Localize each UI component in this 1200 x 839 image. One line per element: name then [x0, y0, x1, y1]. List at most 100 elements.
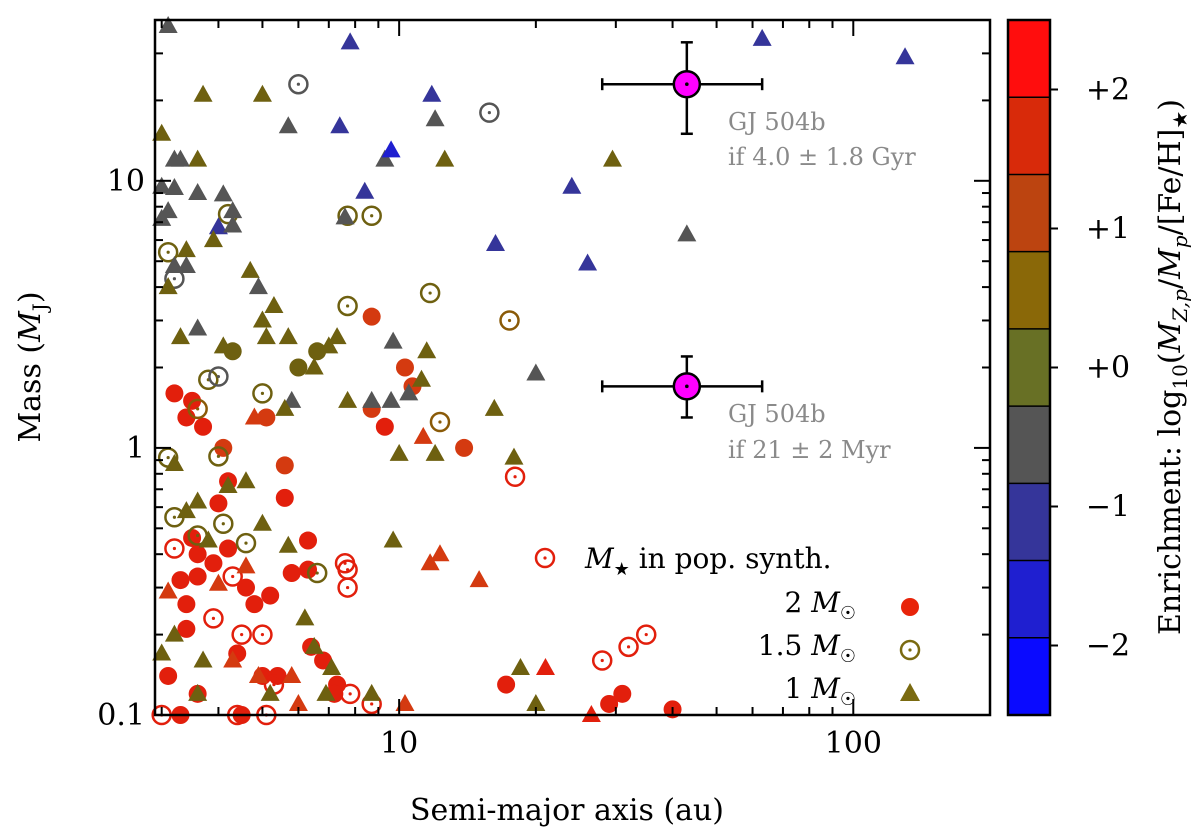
- point-triangle-27: [252, 84, 272, 102]
- point-triangle-0: [158, 15, 178, 33]
- point-filled-circle-9: [219, 539, 238, 558]
- x-tick-label-100: 100: [825, 726, 882, 761]
- colorbar-label: Enrichment: log10(MZ,p/Mp/[Fe/H]★): [1153, 99, 1192, 635]
- point-triangle-77: [304, 636, 324, 654]
- point-triangle-64: [420, 553, 440, 571]
- point-triangle-56: [895, 47, 915, 65]
- point-triangle-58: [319, 336, 339, 354]
- point-open-circle-7: [208, 366, 229, 387]
- point-triangle-84: [188, 683, 208, 701]
- point-open-circle-33: [591, 650, 613, 671]
- legend-entry-2msun-subscript: ☉: [840, 603, 856, 624]
- point-triangle-7: [164, 255, 184, 273]
- point-triangle-97: [244, 407, 264, 425]
- point-triangle-1: [152, 123, 172, 141]
- point-triangle-61: [389, 443, 409, 461]
- colorbar-band-8: [1008, 20, 1050, 98]
- point-triangle-11: [188, 183, 208, 201]
- point-triangle-41: [399, 383, 419, 401]
- point-triangle-73: [236, 471, 256, 489]
- point-open-circle-9: [213, 513, 234, 535]
- colorbar: [1008, 20, 1050, 715]
- point-filled-circle-37: [204, 554, 223, 573]
- colorbar-label-slash1: /: [1153, 278, 1188, 289]
- point-filled-circle-6: [159, 666, 178, 685]
- point-triangle-28: [278, 116, 298, 134]
- point-triangle-45: [411, 369, 431, 387]
- point-triangle-99: [425, 443, 445, 461]
- point-triangle-79: [362, 683, 382, 701]
- point-triangle-60: [362, 390, 382, 408]
- y-axis-label-close: ): [13, 291, 48, 303]
- point-triangle-34: [330, 116, 350, 134]
- point-open-circle-15: [235, 532, 257, 554]
- point-open-circle-16: [252, 624, 273, 645]
- legend-title-symbol: M: [584, 542, 615, 575]
- colorbar-band-3: [1008, 406, 1050, 484]
- colorbar-band-5: [1008, 251, 1050, 329]
- point-open-circle-10: [208, 446, 229, 467]
- point-filled-circle-4: [171, 571, 190, 590]
- colorbar-label-log-base: 10: [1168, 364, 1192, 389]
- point-open-circle-19: [288, 73, 309, 95]
- legend-entry-1msun: 1 M☉: [784, 672, 856, 710]
- legend-entry-1p5msun-symbol: M: [810, 629, 841, 662]
- point-triangle-71: [188, 491, 208, 509]
- plot-frame: [153, 18, 992, 717]
- x-axis-ticks: [160, 20, 991, 715]
- point-filled-circle-10: [236, 578, 255, 597]
- point-triangle-51: [562, 176, 582, 194]
- gj504b-point-1: [600, 355, 764, 419]
- point-triangle-30: [256, 327, 276, 345]
- point-triangle-90: [158, 581, 178, 599]
- point-triangle-86: [288, 693, 308, 711]
- legend-marker-1p5msun: [899, 639, 921, 661]
- point-triangle-74: [252, 513, 272, 531]
- point-triangle-16: [223, 215, 243, 233]
- colorbar-label-open: (: [1153, 352, 1188, 364]
- legend-entry-2msun: 2 M☉: [784, 586, 856, 624]
- point-triangle-70: [164, 454, 184, 472]
- point-triangle-65: [469, 570, 489, 588]
- colorbar-band-4: [1008, 328, 1050, 407]
- legend-title: M★ in pop. synth.: [584, 542, 832, 580]
- point-triangle-92: [260, 683, 280, 701]
- legend-entry-1msun-num: 1: [784, 672, 811, 705]
- point-open-circle-30: [479, 102, 500, 123]
- point-open-circle-4: [164, 538, 185, 559]
- legend-marker-2msun: [901, 598, 919, 616]
- point-triangle-42: [422, 84, 442, 102]
- point-triangle-80: [164, 624, 184, 642]
- point-triangle-10: [188, 149, 208, 167]
- point-triangle-26: [193, 84, 213, 102]
- colorbar-band-7: [1008, 97, 1050, 175]
- point-triangle-14: [223, 201, 243, 219]
- colorbar-label-star-sub: ★: [1168, 111, 1192, 129]
- point-triangle-22: [248, 277, 268, 295]
- point-filled-circle-13: [275, 456, 294, 475]
- point-triangle-33: [335, 207, 355, 225]
- point-open-circle-8: [187, 398, 208, 420]
- point-open-circle-38: [306, 562, 328, 584]
- point-filled-circle-38: [209, 494, 228, 513]
- point-triangle-53: [603, 149, 623, 167]
- point-filled-circle-29: [183, 528, 202, 547]
- x-axis-tick-labels: 10 100: [380, 726, 882, 761]
- y-axis-label-text: Mass (: [13, 342, 48, 443]
- point-triangle-46: [435, 149, 455, 167]
- point-triangle-89: [208, 573, 228, 591]
- point-triangle-43: [425, 109, 445, 127]
- legend-title-marker: [534, 547, 556, 569]
- point-triangle-13: [213, 184, 233, 202]
- point-triangle-75: [278, 535, 298, 553]
- point-triangle-32: [304, 357, 324, 375]
- point-open-circle-24: [419, 282, 441, 304]
- legend: M★ in pop. synth. 2 M☉ 1.5 M☉ 1 M☉: [534, 542, 921, 710]
- point-filled-circle-45: [177, 619, 196, 638]
- point-triangle-63: [430, 544, 450, 562]
- annotation-gyr-line2: if 4.0 ± 1.8 Gyr: [728, 143, 916, 171]
- colorbar-tick-label: +1: [1086, 212, 1130, 247]
- y-axis-label-symbol: M: [13, 310, 48, 343]
- annotation-myr-line2: if 21 ± 2 Myr: [728, 436, 891, 464]
